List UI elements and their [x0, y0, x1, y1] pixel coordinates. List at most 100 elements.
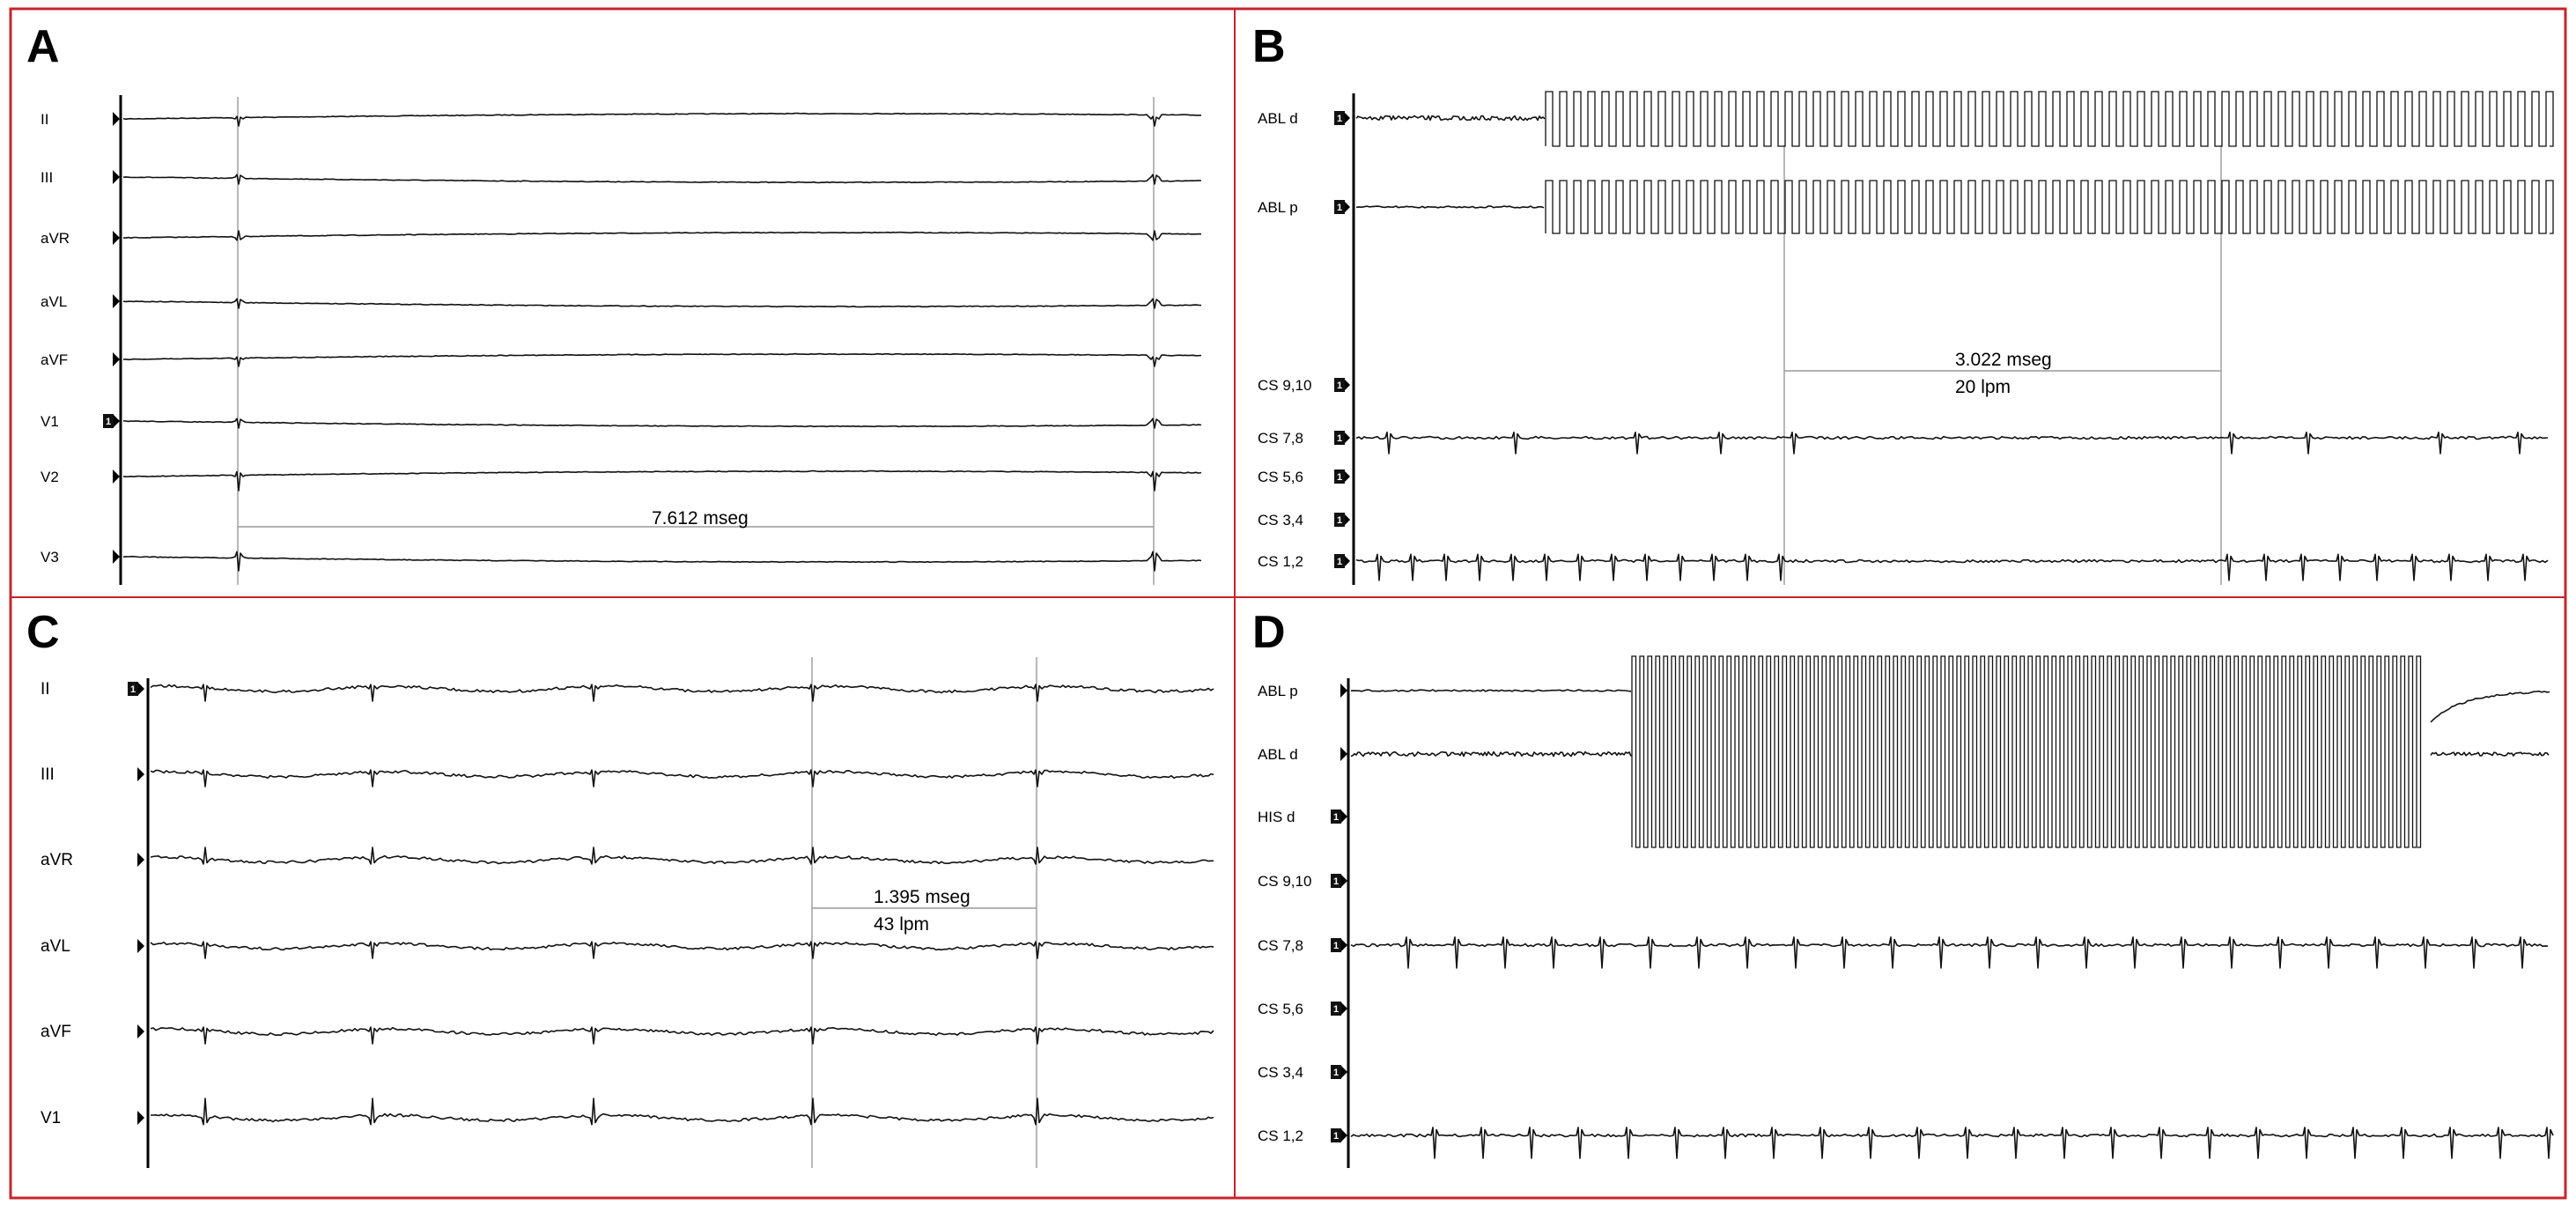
- lead-A-v3: V3: [41, 549, 1202, 572]
- lead-label: aVR: [41, 230, 70, 247]
- channel-badge-text: 1: [1333, 1068, 1339, 1078]
- waveform: [1350, 689, 1632, 692]
- lead-marker-icon: [137, 1024, 144, 1039]
- lead-label: V3: [41, 549, 59, 566]
- lead-label: aVF: [41, 351, 68, 368]
- lead-label: aVR: [41, 851, 73, 869]
- waveform: [1355, 553, 2549, 581]
- channel-badge-text: 1: [1333, 1131, 1339, 1142]
- lead-marker-icon: [113, 294, 120, 308]
- lead-label: CS 7,8: [1258, 937, 1303, 954]
- lead-label: CS 5,6: [1258, 1001, 1303, 1017]
- channel-badge-text: 1: [1333, 1004, 1339, 1015]
- panel-a-measurement: 7.612 mseg: [652, 508, 749, 529]
- lead-A-avf: aVF: [41, 351, 1202, 368]
- waveform: [150, 846, 1214, 865]
- lead-label: CS 9,10: [1258, 377, 1311, 394]
- waveform: [122, 298, 1202, 309]
- channel-badge-text: 1: [1337, 381, 1342, 391]
- lead-C-avl: aVL: [41, 937, 1214, 959]
- lead-D-cs-1-2: CS 1,2 1: [1258, 1127, 2554, 1159]
- waveform: [150, 769, 1214, 787]
- lead-label: III: [41, 765, 55, 784]
- waveform: [122, 174, 1202, 185]
- lead-label: II: [41, 680, 50, 699]
- panel-c-measurement: 1.395 mseg: [874, 887, 971, 907]
- panel-b-label: B: [1252, 21, 1286, 72]
- panel-b-rate: 20 lpm: [1955, 377, 2011, 397]
- waveform: [122, 469, 1202, 492]
- lead-B-cs-5-6: CS 5,6 1: [1258, 469, 1350, 485]
- lead-D-abl-d: ABL d: [1258, 746, 2550, 763]
- channel-badge-text: 1: [1337, 515, 1342, 526]
- lead-marker-icon: [1340, 684, 1347, 698]
- lead-B-cs-7-8: CS 7,8 1: [1258, 430, 2549, 455]
- channel-badge-icon: [128, 682, 138, 696]
- waveform: [150, 941, 1214, 959]
- channel-badge-text: 1: [1337, 557, 1342, 567]
- lead-label: V1: [41, 1109, 61, 1127]
- waveform: [123, 352, 1202, 367]
- waveform: [1355, 115, 1546, 122]
- waveform: [2430, 751, 2550, 757]
- waveform: [122, 418, 1202, 429]
- lead-B-abl-p: ABL p 1: [1258, 180, 2554, 234]
- panel-a-label: A: [26, 21, 60, 72]
- lead-marker-icon: [1340, 747, 1347, 761]
- panel-d: D ABL p ABL d HIS d 1 CS 9,10 1 CS 7,8 1 CS 5,6 1…: [1252, 607, 2554, 1168]
- channel-badge-icon: [1334, 431, 1345, 445]
- lead-marker-icon: [1340, 1065, 1347, 1079]
- lead-label: V2: [41, 469, 59, 485]
- pacing-artifact: [1631, 655, 2422, 848]
- lead-marker-icon: [1340, 874, 1347, 888]
- lead-A-iii: III: [41, 169, 1202, 186]
- lead-marker-icon: [113, 352, 120, 366]
- lead-D-cs-5-6: CS 5,6 1: [1258, 1001, 1347, 1017]
- channel-badge-icon: [1331, 1128, 1341, 1142]
- lead-label: ABL d: [1258, 746, 1298, 763]
- figure-border: [9, 7, 2567, 1200]
- waveform: [123, 230, 1202, 241]
- panel-c-label: C: [26, 607, 60, 658]
- lead-label: aVL: [41, 293, 67, 310]
- lead-marker-icon: [137, 939, 144, 953]
- lead-marker-icon: [137, 1111, 144, 1125]
- lead-A-avl: aVL: [41, 293, 1202, 310]
- lead-A-v1: V1 1: [41, 413, 1202, 430]
- pacing-artifact: [1545, 180, 2554, 234]
- lead-label: ABL p: [1258, 199, 1298, 216]
- lead-marker-icon: [137, 767, 144, 781]
- lead-label: CS 7,8: [1258, 430, 1303, 447]
- waveform: [1350, 750, 1632, 758]
- lead-label: CS 9,10: [1258, 873, 1311, 890]
- waveform: [2430, 690, 2550, 723]
- lead-C-avf: aVF: [41, 1023, 1214, 1045]
- lead-A-avr: aVR: [41, 230, 1202, 247]
- lead-B-cs-9-10: CS 9,10 1: [1258, 377, 1350, 394]
- waveform: [1350, 1127, 2554, 1159]
- channel-badge-text: 1: [130, 684, 136, 695]
- lead-marker-icon: [113, 550, 120, 564]
- pacing-artifact: [1545, 91, 2554, 147]
- lead-A-v2: V2: [41, 469, 1202, 492]
- waveform: [151, 1098, 1214, 1126]
- channel-badge-text: 1: [1337, 203, 1342, 213]
- waveform: [122, 112, 1202, 127]
- lead-label: III: [41, 169, 53, 186]
- lead-label: CS 3,4: [1258, 512, 1303, 529]
- lead-label: HIS d: [1258, 809, 1295, 825]
- lead-marker-icon: [113, 112, 120, 126]
- waveform: [1355, 205, 1545, 209]
- lead-marker-icon: [137, 682, 144, 696]
- channel-badge-icon: [1331, 1065, 1341, 1079]
- channel-badge-text: 1: [106, 417, 111, 427]
- lead-D-his-d: HIS d 1: [1258, 809, 1347, 825]
- panel-b-measurement: 3.022 mseg: [1955, 350, 2052, 370]
- channel-badge-icon: [1334, 554, 1345, 568]
- waveform: [150, 1026, 1214, 1045]
- channel-badge-icon: [1334, 111, 1345, 125]
- waveform: [1355, 431, 2549, 455]
- panel-c: C 1.395 mseg 43 lpm II 1 III aVR aVL aVF V1: [26, 607, 1214, 1168]
